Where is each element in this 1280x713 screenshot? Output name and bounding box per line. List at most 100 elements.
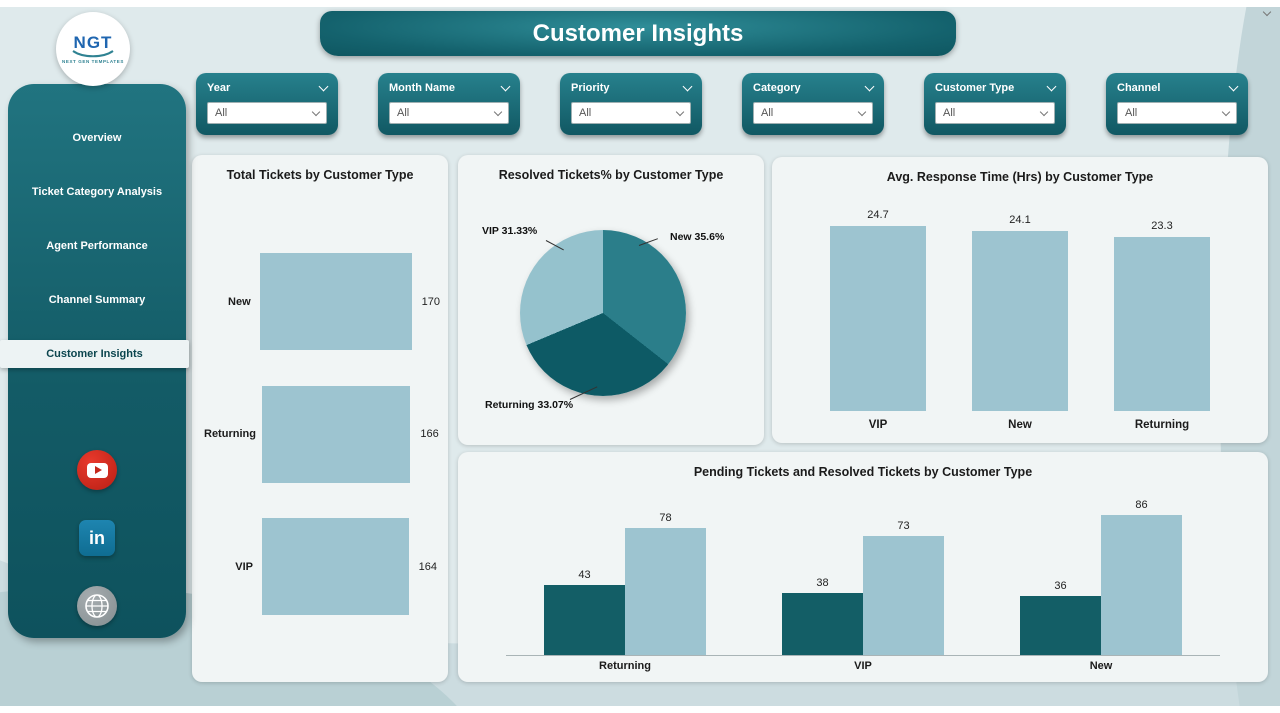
chart-title: Pending Tickets and Resolved Tickets by … [693,465,1033,479]
bar-resolved-tickets[interactable] [863,536,944,655]
bar-column: 24.1 New [972,213,1068,431]
bar-track: 164 [262,518,440,615]
youtube-play-shape [86,462,108,478]
bar-row: New 170 [204,253,440,350]
bar-track: 166 [262,385,440,483]
category-label: Returning [204,428,256,440]
category-label: Returning [1134,419,1190,431]
sidebar-item-ticket-category-analysis[interactable]: Ticket Category Analysis [31,186,163,198]
filter-channel: Channel All [1106,73,1248,135]
chevron-down-icon[interactable] [857,107,867,116]
value-label: 24.1 [1009,213,1031,226]
resolved-tickets-pie-area: VIP 31.33% New 35.6% Returning 33.07% [458,185,764,445]
bar-pending-tickets[interactable] [782,593,863,655]
chevron-down-icon[interactable] [1221,107,1231,116]
bar[interactable] [259,253,412,350]
filter-header: Year [207,81,329,94]
filter-header: Customer Type [935,81,1057,94]
value-label: 36 [1054,580,1067,593]
filter-dropdown[interactable]: All [753,102,873,124]
bar[interactable] [1114,236,1210,411]
sidebar-item-customer-insights[interactable]: Customer Insights [0,340,189,368]
youtube-icon[interactable] [77,450,117,490]
chevron-down-icon[interactable] [864,81,875,92]
filter-value: All [1125,107,1138,119]
value-label: 170 [421,295,440,308]
ngt-logo: NGT NEXT GEN TEMPLATES [56,12,130,86]
chart-title: Total Tickets by Customer Type [226,168,414,182]
bar-resolved-tickets[interactable] [1101,515,1182,655]
filter-bar: Year All Month Name All Priority All Category A… [196,73,1248,135]
bar-pending-tickets[interactable] [544,585,625,655]
pending-resolved-chart: 43 78 38 73 36 86 Returning VIP New [506,488,1220,672]
page-title: Customer Insights [532,19,744,47]
bar[interactable] [830,226,926,411]
sidebar-item-channel-summary[interactable]: Channel Summary [48,294,146,306]
linkedin-icon[interactable]: in [79,520,115,556]
filter-label: Month Name [389,82,455,94]
chevron-down-icon[interactable] [493,107,503,116]
filter-dropdown[interactable]: All [1117,102,1237,124]
filter-dropdown[interactable]: All [571,102,691,124]
value-label: 23.3 [1151,219,1173,232]
filter-dropdown[interactable]: All [207,102,327,124]
value-label: 38 [816,577,829,590]
bar[interactable] [262,385,411,483]
chart-title: Avg. Response Time (Hrs) by Customer Typ… [886,170,1154,184]
filter-label: Priority [571,82,610,94]
website-globe-icon[interactable] [77,586,117,626]
filter-header: Category [753,81,875,94]
bar-pending-tickets[interactable] [1020,596,1101,655]
bar-group: 43 78 [544,512,706,655]
globe-graphic [85,594,109,618]
category-label: New [1089,660,1113,672]
chevron-down-icon[interactable] [311,107,321,116]
sidebar-item-overview[interactable]: Overview [72,132,122,144]
value-label: 78 [659,512,672,525]
avg-response-time-chart: 24.7 VIP 24.1 New 23.3 Returning [807,201,1233,431]
value-label: 164 [418,560,437,573]
pending-resolved-card: Pending Tickets and Resolved Tickets by … [458,452,1268,682]
bar[interactable] [262,518,409,615]
logo-text: NGT [73,33,113,52]
filter-customer-type: Customer Type All [924,73,1066,135]
chart-title: Resolved Tickets% by Customer Type [498,168,724,182]
chevron-down-icon[interactable] [1039,107,1049,116]
sidebar-item-agent-performance[interactable]: Agent Performance [46,240,148,252]
filter-label: Channel [1117,82,1161,94]
bar-track: 170 [259,253,440,350]
page-title-banner: Customer Insights [320,11,956,56]
pending-resolved-plot: 43 78 38 73 36 86 [506,488,1220,656]
bar-group: 38 73 [782,520,944,655]
chevron-down-icon[interactable] [1262,2,1272,20]
logo-swoosh-icon [72,50,114,58]
filter-header: Channel [1117,81,1239,94]
total-tickets-card: Total Tickets by Customer Type New 170 Ret… [192,155,448,682]
bar-column: 23.3 Returning [1114,219,1210,431]
resolved-tickets-pie[interactable] [520,230,686,396]
bar-row: VIP 164 [204,518,440,615]
value-label: 73 [897,520,910,533]
chevron-down-icon[interactable] [682,81,693,92]
chevron-down-icon[interactable] [318,81,329,92]
chevron-down-icon[interactable] [500,81,511,92]
category-label: VIP [854,660,872,672]
sidebar-nav: Overview Ticket Category Analysis Agent Pe… [0,84,189,368]
resolved-tickets-card: Resolved Tickets% by Customer Type VIP 3… [458,155,764,445]
avg-response-time-card: Avg. Response Time (Hrs) by Customer Typ… [772,157,1268,443]
pie-label-returning: Returning 33.07% [485,399,574,411]
bar[interactable] [972,230,1068,411]
sidebar-social-links: in [8,450,186,626]
value-label: 43 [578,569,591,581]
chevron-down-icon[interactable] [675,107,685,116]
category-label: VIP [868,419,888,431]
filter-dropdown[interactable]: All [935,102,1055,124]
filter-label: Year [207,82,231,94]
filter-dropdown[interactable]: All [389,102,509,124]
bar-column: 24.7 VIP [830,209,926,431]
chevron-down-icon[interactable] [1046,81,1057,92]
bar-resolved-tickets[interactable] [625,528,706,655]
chevron-down-icon[interactable] [1228,81,1239,92]
category-label: Returning [599,660,651,672]
bar-row: Returning 166 [204,385,440,483]
